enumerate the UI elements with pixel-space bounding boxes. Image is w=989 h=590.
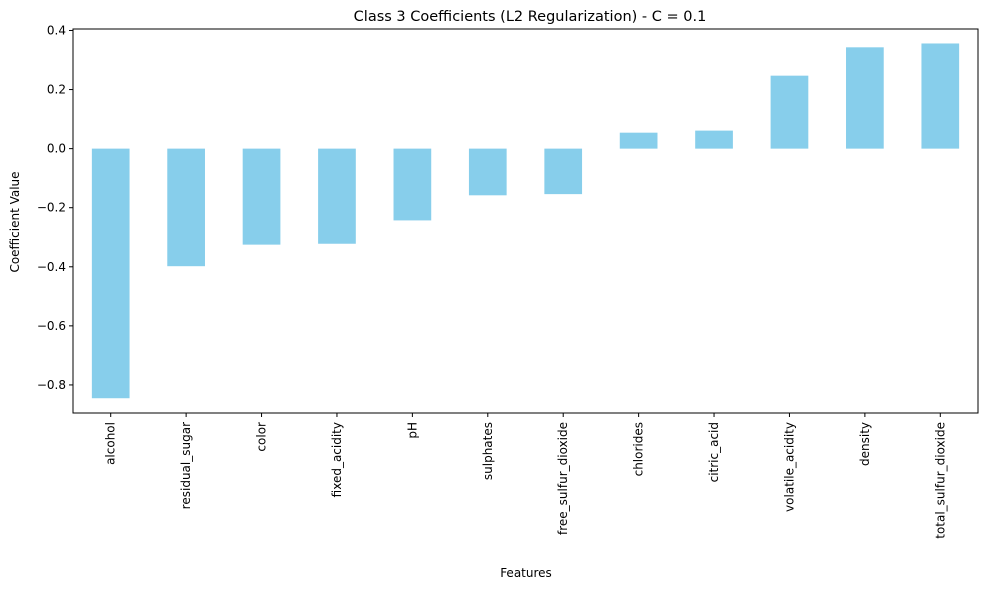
x-tick-label: chlorides [632, 422, 646, 476]
chart-title: Class 3 Coefficients (L2 Regularization)… [354, 9, 707, 25]
bar-fixed_acidity [318, 148, 356, 244]
y-axis: −0.8 −0.6 −0.4 −0.2 0.0 0.2 0.4 [37, 23, 73, 392]
bar-residual_sugar [167, 148, 205, 267]
x-tick-label: fixed_acidity [330, 422, 344, 497]
bars-group [91, 43, 960, 399]
x-tick-label: free_sulfur_dioxide [556, 422, 570, 535]
bar-sulphates [468, 148, 507, 196]
bar-alcohol [91, 148, 130, 399]
y-tick-label: 0.0 [47, 142, 66, 156]
y-tick-label: 0.4 [47, 23, 66, 37]
x-tick-label: color [255, 422, 269, 452]
y-tick-label: −0.2 [37, 201, 66, 215]
x-tick-label: volatile_acidity [782, 422, 796, 512]
bar-color [242, 148, 281, 245]
y-tick-label: 0.2 [47, 83, 66, 97]
bar-chlorides [619, 132, 658, 149]
x-tick-label: total_sulfur_dioxide [933, 422, 947, 539]
y-tick-label: −0.4 [37, 260, 66, 274]
y-tick-label: −0.8 [37, 378, 66, 392]
plot-frame [72, 28, 979, 414]
x-tick-label: alcohol [104, 422, 118, 465]
x-tick-label: sulphates [481, 422, 495, 480]
x-axis-label: Features [500, 566, 552, 580]
x-axis: alcohol residual_sugar color fixed_acidity p… [104, 413, 947, 539]
x-tick-label: density [858, 422, 872, 466]
bar-total_sulfur_dioxide [921, 43, 960, 149]
bar-citric_acid [695, 130, 733, 149]
y-tick-label: −0.6 [37, 319, 66, 333]
x-tick-label: residual_sugar [179, 422, 193, 509]
bar-pH [393, 148, 432, 221]
y-axis-label: Coefficient Value [8, 171, 22, 272]
bar-density [846, 47, 884, 149]
x-tick-label: pH [405, 422, 419, 439]
x-tick-label: citric_acid [707, 422, 721, 482]
bar-free_sulfur_dioxide [544, 148, 583, 195]
bar-volatile_acidity [770, 75, 809, 149]
